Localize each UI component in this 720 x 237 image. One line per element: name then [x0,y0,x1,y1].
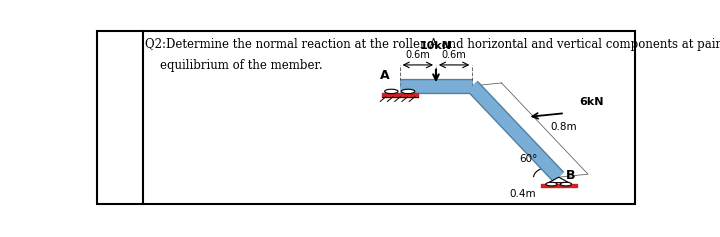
Text: A: A [380,69,390,82]
Bar [382,93,418,97]
Text: Q2:Determine the normal reaction at the roller A and horizontal and vertical com: Q2:Determine the normal reaction at the … [145,38,720,51]
Text: 0.6m: 0.6m [405,50,431,60]
Text: equilibrium of the member.: equilibrium of the member. [145,59,323,73]
Text: 60°: 60° [519,154,537,164]
Bar [541,184,577,187]
Text: 0.6m: 0.6m [442,50,467,60]
Circle shape [384,89,398,94]
Circle shape [546,182,557,186]
Polygon shape [549,177,569,183]
Circle shape [401,89,415,94]
Text: 0.8m: 0.8m [550,122,577,132]
Text: 0.4m: 0.4m [509,189,536,199]
Text: 10kN: 10kN [420,41,452,51]
Text: 6kN: 6kN [579,97,603,107]
Text: B: B [566,169,575,182]
Circle shape [560,182,572,186]
